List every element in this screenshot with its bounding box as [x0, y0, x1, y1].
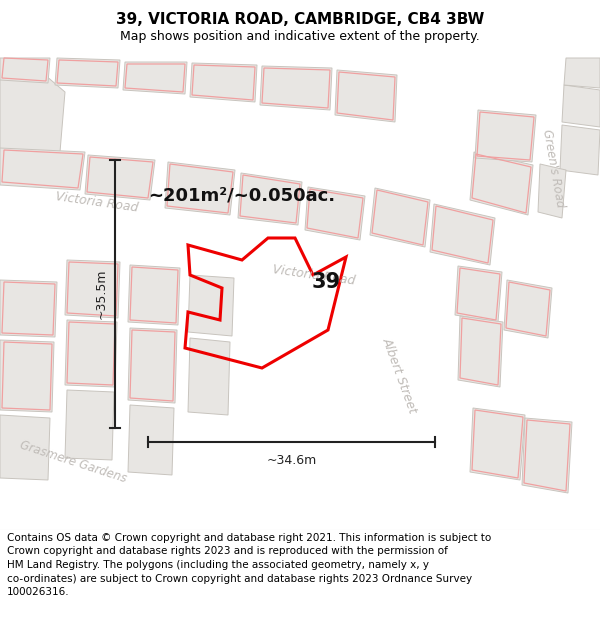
- Polygon shape: [0, 190, 600, 335]
- Polygon shape: [370, 188, 430, 247]
- Polygon shape: [85, 155, 155, 200]
- Polygon shape: [260, 66, 332, 110]
- Polygon shape: [190, 63, 257, 102]
- Polygon shape: [123, 62, 187, 94]
- Text: Map shows position and indicative extent of the property.: Map shows position and indicative extent…: [120, 30, 480, 43]
- Polygon shape: [0, 415, 50, 480]
- Polygon shape: [55, 58, 120, 88]
- Polygon shape: [188, 275, 234, 336]
- Polygon shape: [305, 187, 365, 240]
- Polygon shape: [65, 320, 117, 387]
- Polygon shape: [0, 72, 65, 152]
- Polygon shape: [188, 338, 230, 415]
- Polygon shape: [65, 260, 120, 318]
- Polygon shape: [470, 408, 525, 480]
- Polygon shape: [475, 110, 536, 162]
- Polygon shape: [0, 340, 54, 412]
- Polygon shape: [520, 55, 580, 290]
- Polygon shape: [560, 125, 600, 175]
- Text: 39: 39: [311, 272, 341, 292]
- Polygon shape: [335, 70, 397, 122]
- Polygon shape: [0, 58, 50, 83]
- Text: 39, VICTORIA ROAD, CAMBRIDGE, CB4 3BW: 39, VICTORIA ROAD, CAMBRIDGE, CB4 3BW: [116, 12, 484, 27]
- Polygon shape: [65, 390, 114, 460]
- Text: Victoria Road: Victoria Road: [272, 262, 356, 288]
- Polygon shape: [128, 328, 177, 403]
- Polygon shape: [165, 162, 235, 215]
- Text: ~201m²/~0.050ac.: ~201m²/~0.050ac.: [148, 186, 335, 204]
- Polygon shape: [128, 405, 174, 475]
- Polygon shape: [455, 266, 502, 322]
- Text: ~35.5m: ~35.5m: [95, 269, 107, 319]
- Text: Albert Street: Albert Street: [380, 335, 420, 415]
- Text: Victoria Road: Victoria Road: [55, 190, 139, 214]
- Polygon shape: [238, 173, 302, 225]
- Polygon shape: [562, 85, 600, 127]
- Polygon shape: [330, 55, 510, 470]
- Text: Contains OS data © Crown copyright and database right 2021. This information is : Contains OS data © Crown copyright and d…: [7, 533, 491, 598]
- Polygon shape: [0, 148, 85, 190]
- Polygon shape: [564, 58, 600, 88]
- Polygon shape: [128, 265, 180, 325]
- Text: ~34.6m: ~34.6m: [266, 454, 317, 466]
- Polygon shape: [0, 280, 57, 337]
- Polygon shape: [538, 164, 566, 218]
- Polygon shape: [504, 280, 552, 338]
- Text: Green's Road: Green's Road: [540, 128, 566, 208]
- Polygon shape: [458, 316, 503, 387]
- Text: Grasmere Gardens: Grasmere Gardens: [18, 439, 128, 486]
- Polygon shape: [430, 204, 495, 265]
- Polygon shape: [522, 418, 572, 493]
- Polygon shape: [0, 435, 235, 498]
- Polygon shape: [470, 152, 533, 215]
